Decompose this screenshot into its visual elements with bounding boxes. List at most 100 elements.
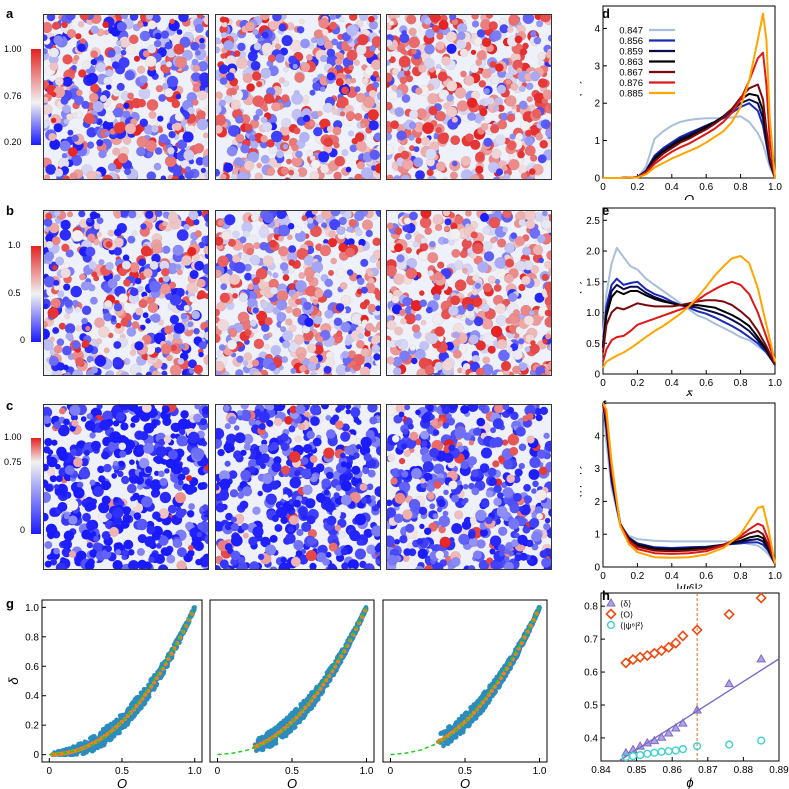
particle	[526, 412, 534, 421]
particle	[454, 87, 467, 99]
particle	[495, 315, 507, 326]
particle	[218, 344, 226, 351]
particle	[137, 98, 147, 108]
particle	[204, 169, 208, 179]
particle	[57, 501, 68, 512]
particle	[327, 269, 335, 276]
particle	[108, 526, 120, 537]
particle	[306, 430, 315, 440]
particle	[107, 49, 116, 58]
particle	[531, 488, 537, 494]
particle	[299, 131, 310, 143]
particle	[543, 432, 550, 440]
particle	[228, 327, 238, 337]
particle	[95, 62, 106, 73]
particle	[388, 90, 398, 100]
particle	[373, 132, 380, 142]
particle	[217, 219, 225, 227]
particle	[394, 492, 406, 505]
particle	[244, 21, 256, 32]
chart-g1-ytick-label: 0.6	[25, 662, 39, 673]
particle	[121, 15, 129, 20]
particle	[89, 92, 99, 103]
particle	[96, 139, 104, 147]
particle	[228, 416, 237, 425]
particle	[510, 232, 518, 239]
particle	[240, 522, 249, 531]
particle	[93, 238, 100, 246]
particle	[201, 406, 208, 415]
particle	[220, 53, 226, 59]
chart-d-legend-label: 0.885	[619, 89, 643, 100]
particle	[258, 443, 269, 454]
particle	[50, 559, 57, 565]
particle	[547, 344, 551, 352]
particle	[295, 549, 303, 557]
particle	[502, 226, 509, 233]
particle	[350, 77, 357, 84]
particle	[426, 492, 435, 501]
particle	[306, 217, 314, 224]
particle	[253, 242, 261, 250]
particle	[188, 368, 195, 374]
particle	[269, 286, 278, 295]
chart-e-xtick-label: 0	[600, 378, 606, 389]
particle	[93, 485, 104, 497]
particle	[197, 90, 208, 101]
particle	[470, 252, 477, 260]
colorbar-c-tick-max: 1.00	[4, 432, 22, 442]
particle	[127, 548, 135, 556]
particle	[146, 99, 159, 111]
particle	[359, 301, 368, 310]
particle	[449, 228, 461, 240]
particle	[224, 460, 231, 467]
particle	[296, 247, 309, 260]
particle	[387, 454, 396, 462]
map-b2	[215, 210, 381, 376]
particle	[490, 427, 497, 434]
particle	[138, 87, 151, 100]
particle	[443, 102, 450, 110]
particle	[419, 477, 426, 484]
particle	[288, 55, 297, 65]
particle	[476, 539, 486, 549]
particle	[44, 437, 53, 447]
particle	[496, 84, 507, 94]
particle	[68, 515, 78, 525]
chart-g1-ytick-label: 0.4	[25, 691, 39, 702]
particle	[63, 371, 72, 375]
particle	[548, 267, 551, 276]
particle	[254, 408, 261, 416]
particle	[271, 462, 282, 473]
particle	[359, 483, 368, 492]
particle	[235, 57, 248, 69]
particle	[81, 317, 88, 325]
particle	[183, 223, 190, 231]
particle	[205, 234, 208, 245]
particle	[260, 154, 270, 164]
particle	[113, 122, 126, 134]
particle	[528, 104, 536, 111]
particle	[64, 465, 75, 476]
particle	[333, 492, 340, 499]
particle	[454, 279, 467, 292]
particle	[327, 237, 338, 248]
particle	[176, 269, 183, 276]
particle	[504, 242, 516, 254]
particle	[205, 364, 208, 370]
particle	[252, 526, 264, 538]
particle	[459, 250, 468, 259]
particle	[264, 317, 273, 326]
particle	[188, 295, 196, 303]
particle	[307, 361, 317, 372]
particle	[176, 547, 187, 558]
particle	[329, 218, 341, 231]
particle	[481, 68, 492, 79]
particle	[427, 92, 439, 105]
particle	[540, 372, 547, 375]
particle	[330, 211, 341, 217]
particle	[78, 211, 86, 218]
particle	[372, 237, 380, 247]
particle	[129, 15, 139, 21]
particle	[86, 542, 93, 549]
